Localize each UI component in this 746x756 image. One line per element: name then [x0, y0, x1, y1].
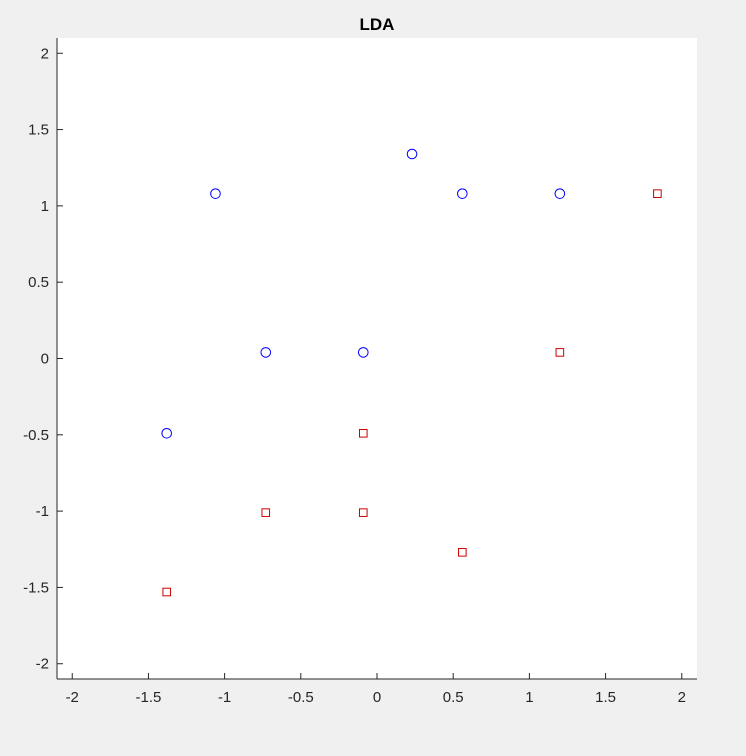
y-tick-label: 0 [41, 351, 49, 368]
data-point-square [261, 508, 271, 517]
data-point-square [555, 348, 565, 357]
y-tick-label: 2 [41, 45, 49, 62]
y-tick-label: -0.5 [23, 427, 49, 444]
data-point-circle [554, 188, 566, 199]
data-point-circle [457, 188, 468, 199]
data-point-circle [406, 148, 418, 160]
chart-title: LDA [360, 15, 395, 34]
points-layer [161, 148, 662, 597]
y-tick-label: -2 [36, 656, 49, 673]
data-point-square [162, 587, 172, 597]
x-tick-label: -1 [218, 689, 231, 706]
x-tick-label: 2 [678, 689, 686, 706]
x-tick-label: 1.5 [595, 689, 616, 706]
y-tick-label: 1 [41, 198, 49, 215]
data-point-square [653, 189, 662, 198]
x-tick-label: 0 [373, 689, 381, 706]
data-point-square [358, 508, 368, 517]
data-point-circle [161, 427, 173, 439]
y-tick-label: -1.5 [23, 579, 49, 596]
x-tick-label: -2 [66, 689, 79, 706]
data-point-circle [357, 347, 369, 358]
x-tick-label: -1.5 [135, 689, 161, 706]
plot-area [57, 38, 697, 679]
y-tick-label: 0.5 [28, 274, 49, 291]
x-tick-label: 0.5 [443, 689, 464, 706]
y-tick-label: 1.5 [28, 122, 49, 139]
ticks-layer: -2 -1.5 -1 -0.5 0 0.5 1 1.5 2 -2 -1.5 -1 -0.5 0 0.5 1 1.… [23, 45, 686, 706]
x-tick-label: -0.5 [288, 689, 314, 706]
y-tick-label: -1 [36, 503, 49, 520]
data-point-circle [210, 188, 221, 199]
data-point-circle [260, 347, 272, 358]
x-tick-label: 1 [525, 689, 533, 706]
data-point-square [458, 548, 467, 557]
data-point-square [358, 428, 368, 438]
